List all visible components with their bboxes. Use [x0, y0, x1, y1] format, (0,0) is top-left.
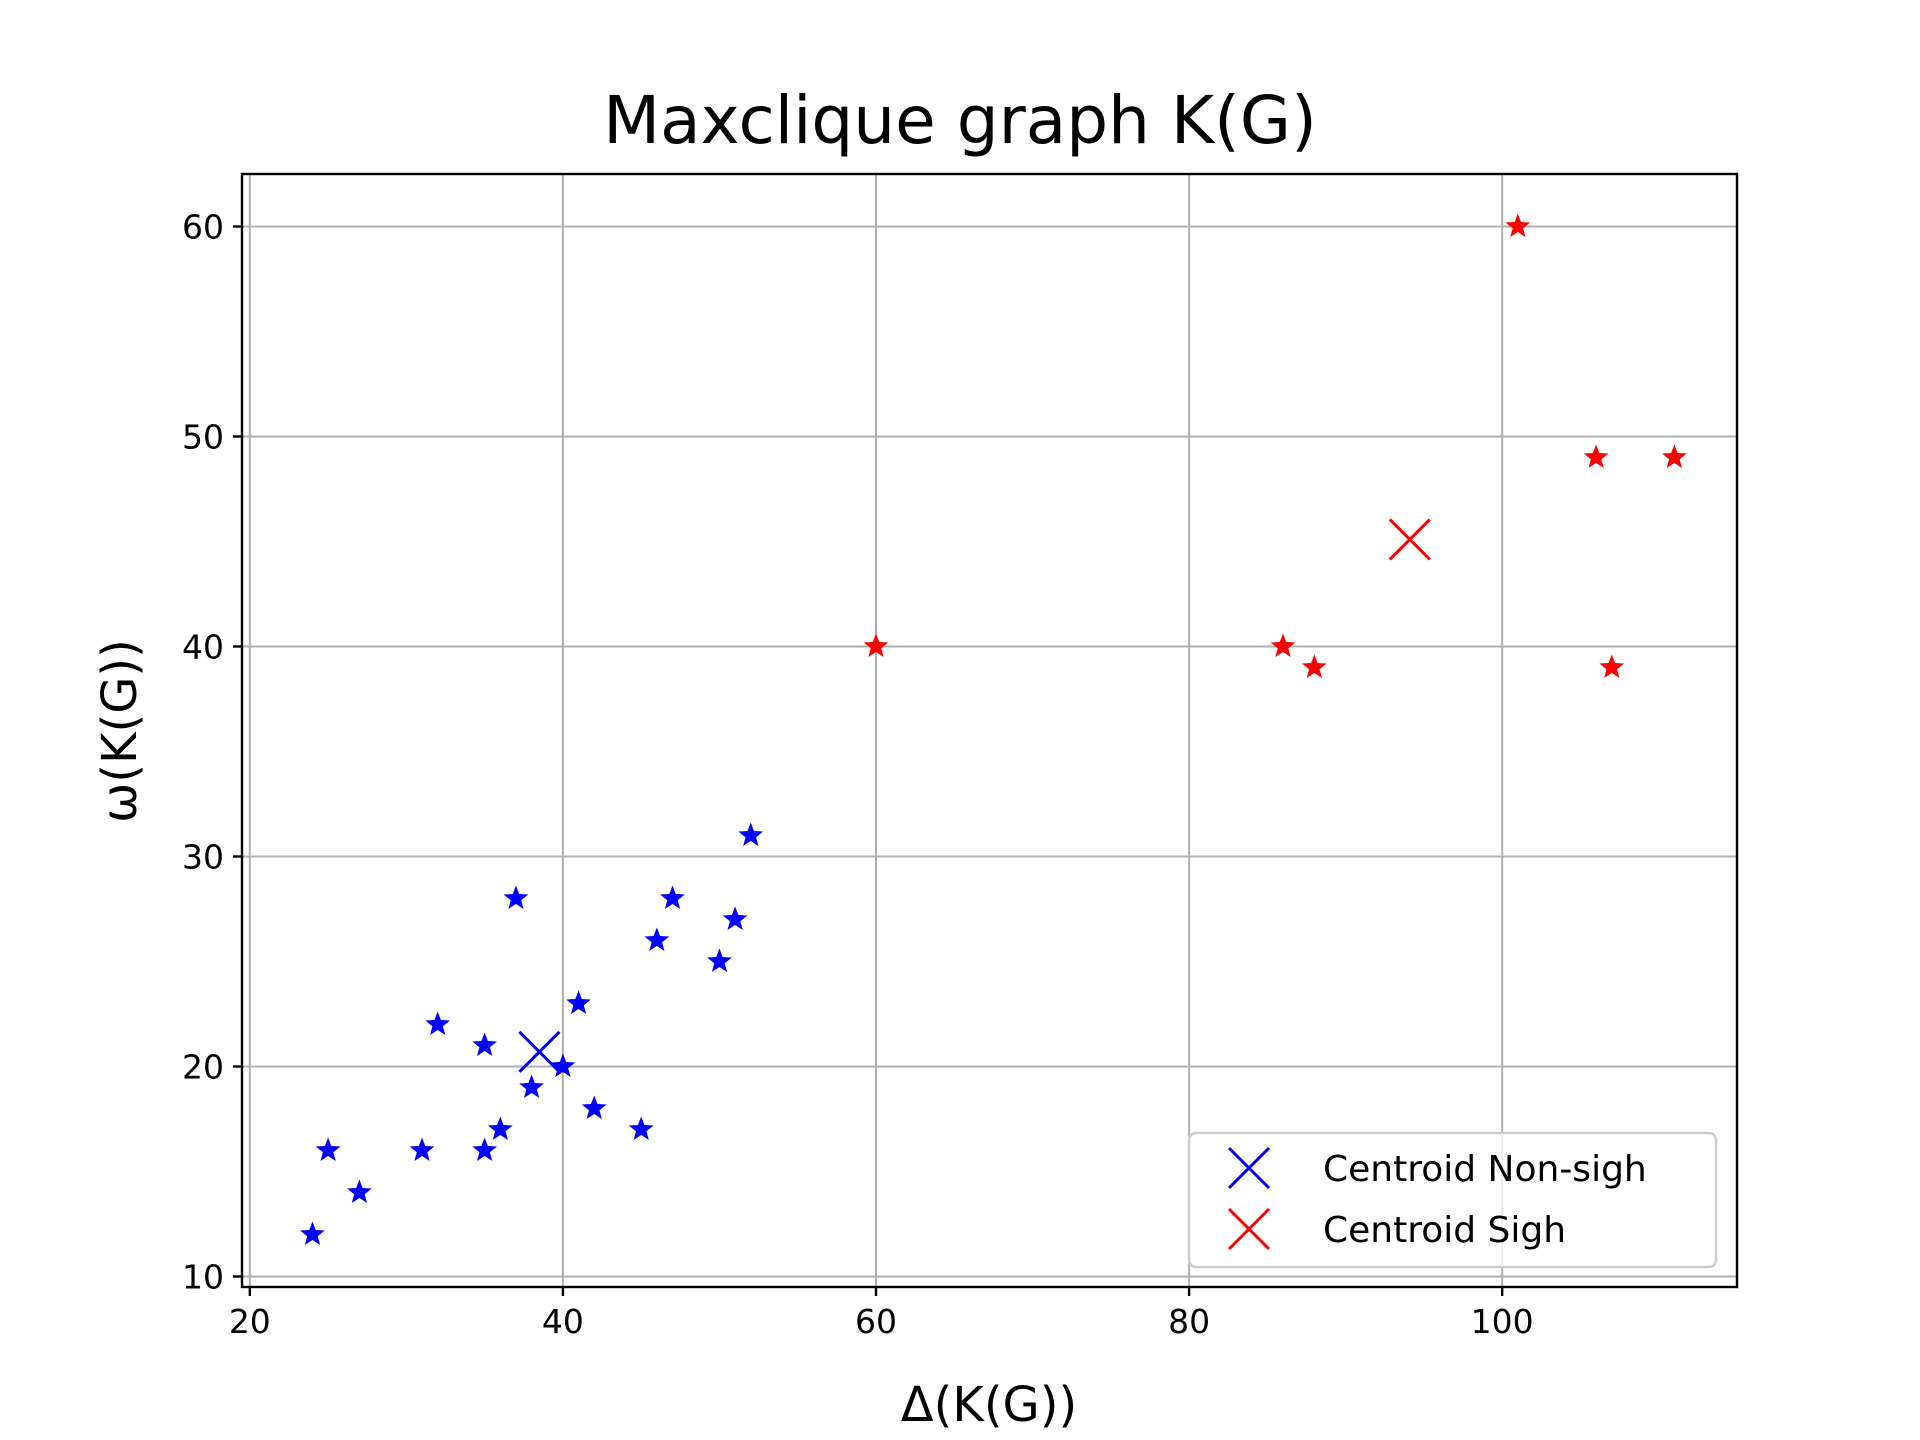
legend-box	[1187, 1131, 1718, 1269]
data-point-star	[503, 885, 529, 910]
data-point-star	[722, 906, 748, 931]
y-axis-label: ω(K(G))	[92, 639, 148, 823]
y-tick-label: 60	[182, 208, 224, 247]
legend-label: Centroid Sigh	[1323, 1210, 1566, 1251]
data-point-star	[1662, 444, 1687, 469]
x-axis-label: Δ(K(G))	[901, 1377, 1077, 1433]
plot-area-frame	[240, 172, 1739, 1289]
x-tick-label: 40	[542, 1302, 584, 1341]
chart-title: Maxclique graph K(G)	[603, 82, 1317, 159]
data-point-star	[644, 927, 670, 952]
data-point-star	[409, 1137, 435, 1162]
data-point-star	[300, 1221, 325, 1246]
centroid-marker	[518, 1030, 561, 1073]
data-point-star	[1505, 213, 1531, 238]
data-point-star	[1270, 633, 1296, 658]
x-tick-label: 20	[229, 1302, 271, 1341]
x-tick-label: 60	[855, 1302, 897, 1341]
data-point-star	[707, 948, 732, 973]
points-layer	[300, 213, 1687, 1246]
data-point-star	[347, 1179, 372, 1204]
y-tick-label: 40	[182, 628, 224, 667]
data-point-star	[581, 1095, 607, 1120]
y-tick-label: 50	[182, 418, 224, 457]
cross-stroke	[1227, 1207, 1271, 1251]
legend-label: Centroid Non-sigh	[1323, 1149, 1647, 1190]
legend: Centroid Non-sigh Centroid Sigh	[1187, 1131, 1718, 1269]
data-point-star	[628, 1116, 654, 1141]
legend-marker	[1227, 1207, 1271, 1251]
data-point-star	[566, 990, 591, 1015]
data-point-star	[425, 1011, 451, 1036]
data-point-star	[1301, 654, 1327, 679]
y-tick-label: 20	[182, 1048, 224, 1087]
data-point-star	[472, 1137, 498, 1162]
grid-layer	[242, 174, 1737, 1287]
legend-entries: Centroid Non-sigh Centroid Sigh	[1227, 1146, 1647, 1251]
data-point-star	[315, 1137, 341, 1162]
data-point-star	[863, 633, 889, 658]
cross-stroke	[518, 1030, 561, 1073]
data-point-star	[472, 1032, 498, 1057]
legend-marker	[1227, 1146, 1271, 1190]
data-point-star	[1583, 444, 1609, 469]
data-point-star	[487, 1116, 513, 1141]
data-point-star	[660, 885, 685, 910]
y-tick-label: 10	[182, 1258, 224, 1297]
centroid-marker	[1388, 518, 1431, 561]
data-point-star	[738, 822, 764, 847]
cross-stroke	[1227, 1146, 1271, 1190]
data-point-star	[550, 1053, 576, 1078]
x-tick-label: 100	[1471, 1302, 1534, 1341]
x-tick-label: 80	[1168, 1302, 1210, 1341]
y-tick-label: 30	[182, 838, 224, 877]
data-point-star	[519, 1074, 544, 1099]
cross-stroke	[1388, 518, 1431, 561]
data-point-star	[1599, 654, 1625, 679]
